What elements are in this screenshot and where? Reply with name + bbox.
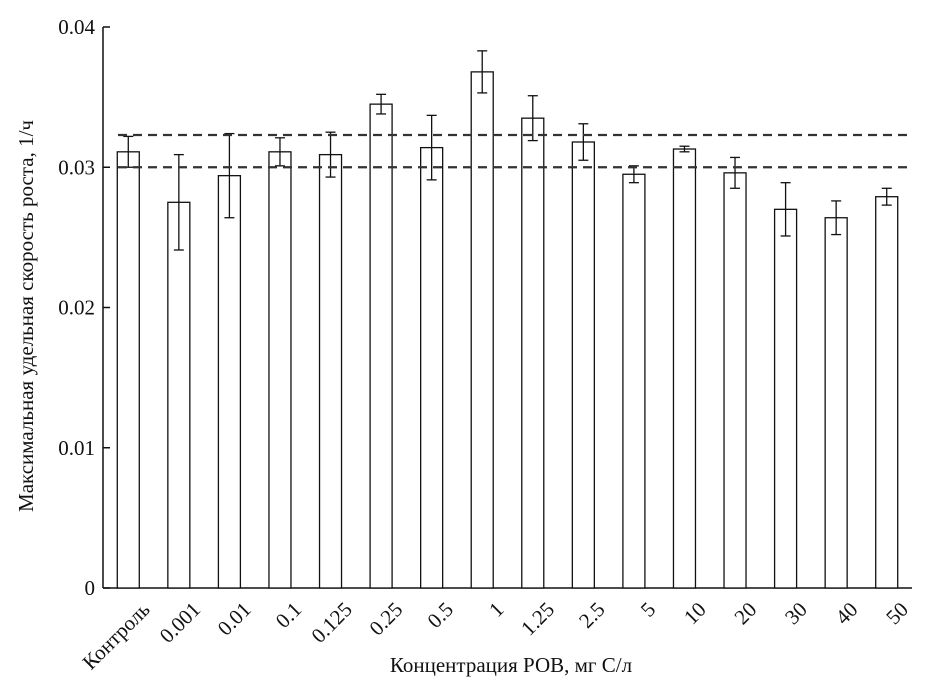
bar [723,172,747,589]
category-label: 5 [636,597,660,621]
bar [875,196,899,589]
category-label: 30 [780,597,812,629]
bar [369,103,393,589]
bar [521,117,545,589]
category-label: 0.5 [422,597,458,633]
bar [824,217,848,589]
bar [116,151,140,589]
bar [217,175,242,589]
category-label: Контроль [78,597,155,674]
bar [167,201,191,589]
bar [420,146,444,589]
category-label: 2.5 [574,597,610,633]
y-tick-label: 0.04 [58,15,95,39]
y-tick-label: 0 [85,576,96,600]
bar [318,153,343,589]
bar [672,148,697,589]
category-label: 0.01 [213,597,256,640]
x-axis-title: Концентрация РОВ, мг С/л [390,653,632,677]
category-label: 0.1 [271,597,307,633]
bar [470,71,494,589]
bar [622,173,646,589]
reference-lines [118,133,910,169]
category-label: 40 [831,597,863,629]
y-tick-label: 0.02 [58,296,95,320]
bar [268,151,292,589]
category-label: 0.25 [364,597,407,640]
y-tick-label: 0.03 [58,155,95,179]
bars [116,50,899,589]
category-label: 0.001 [155,597,205,647]
category-label: 1 [484,597,508,621]
y-tick-label: 0.01 [58,436,95,460]
category-label: 20 [729,597,761,629]
bar [773,208,798,589]
category-label: 1.25 [516,597,559,640]
category-label: 0.125 [306,597,356,647]
category-label: 50 [881,597,913,629]
bar [571,141,595,589]
category-label: 10 [679,597,711,629]
y-axis-title: Максимальная удельная скорость роста, 1/… [14,120,38,512]
